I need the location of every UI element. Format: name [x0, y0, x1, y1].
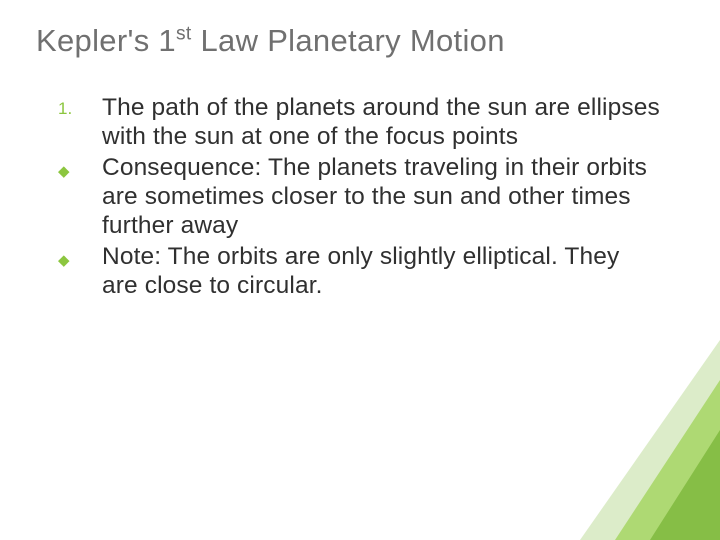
list-item: ◆ Note: The orbits are only slightly ell… — [58, 243, 660, 301]
slide-content: Kepler's 1st Law Planetary Motion 1. The… — [0, 0, 720, 300]
list-item: ◆ Consequence: The planets traveling in … — [58, 154, 660, 241]
slide-title: Kepler's 1st Law Planetary Motion — [36, 24, 660, 58]
list-marker-number: 1. — [58, 94, 102, 122]
diamond-icon: ◆ — [58, 154, 102, 183]
list-item-text: Note: The orbits are only slightly ellip… — [102, 243, 660, 301]
corner-decoration — [520, 340, 720, 540]
diamond-icon: ◆ — [58, 243, 102, 272]
list-item-text: The path of the planets around the sun a… — [102, 94, 660, 152]
list-item: 1. The path of the planets around the su… — [58, 94, 660, 152]
list-item-text: Consequence: The planets traveling in th… — [102, 154, 660, 241]
bullet-list: 1. The path of the planets around the su… — [36, 94, 660, 300]
